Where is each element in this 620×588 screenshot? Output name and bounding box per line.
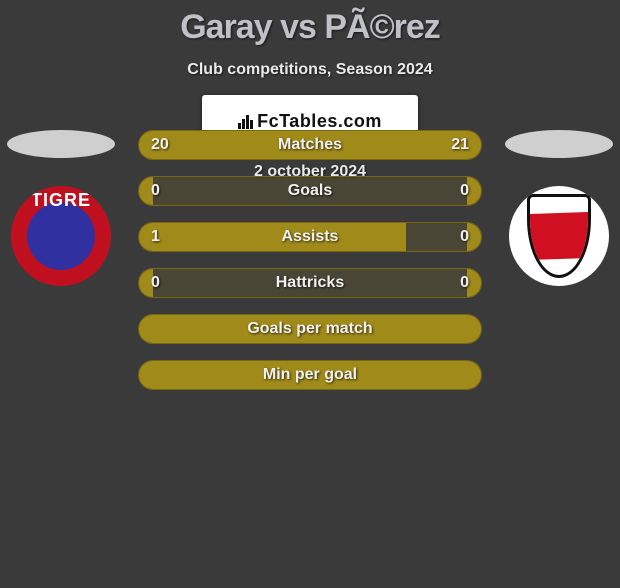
stat-label: Matches bbox=[139, 131, 481, 159]
stat-label: Assists bbox=[139, 223, 481, 251]
player-right-slot bbox=[504, 130, 614, 286]
stat-row: 00Hattricks bbox=[138, 268, 482, 298]
stat-row: Goals per match bbox=[138, 314, 482, 344]
stat-row: Min per goal bbox=[138, 360, 482, 390]
stat-row: 10Assists bbox=[138, 222, 482, 252]
stat-row: 00Goals bbox=[138, 176, 482, 206]
brand-text: FcTables.com bbox=[257, 111, 382, 132]
player-right-silhouette bbox=[505, 130, 613, 158]
brand-icon bbox=[238, 113, 253, 129]
stats-container: 2021Matches 00Goals 10Assists 00Hattricks Go… bbox=[138, 130, 482, 390]
crest-right-shield bbox=[527, 194, 591, 278]
page-subtitle: Club competitions, Season 2024 bbox=[0, 61, 620, 79]
stat-label: Goals bbox=[139, 177, 481, 205]
crest-right bbox=[509, 186, 609, 286]
brand-label: FcTables.com bbox=[238, 111, 382, 132]
page-title: Garay vs PÃ©rez bbox=[0, 8, 620, 47]
crest-left-label: TIGRE bbox=[11, 190, 111, 211]
player-left-silhouette bbox=[7, 130, 115, 158]
crest-left: TIGRE bbox=[11, 186, 111, 286]
stat-label: Hattricks bbox=[139, 269, 481, 297]
player-left-slot: TIGRE bbox=[6, 130, 116, 286]
stat-label: Goals per match bbox=[139, 315, 481, 343]
stat-label: Min per goal bbox=[139, 361, 481, 389]
stat-row: 2021Matches bbox=[138, 130, 482, 160]
